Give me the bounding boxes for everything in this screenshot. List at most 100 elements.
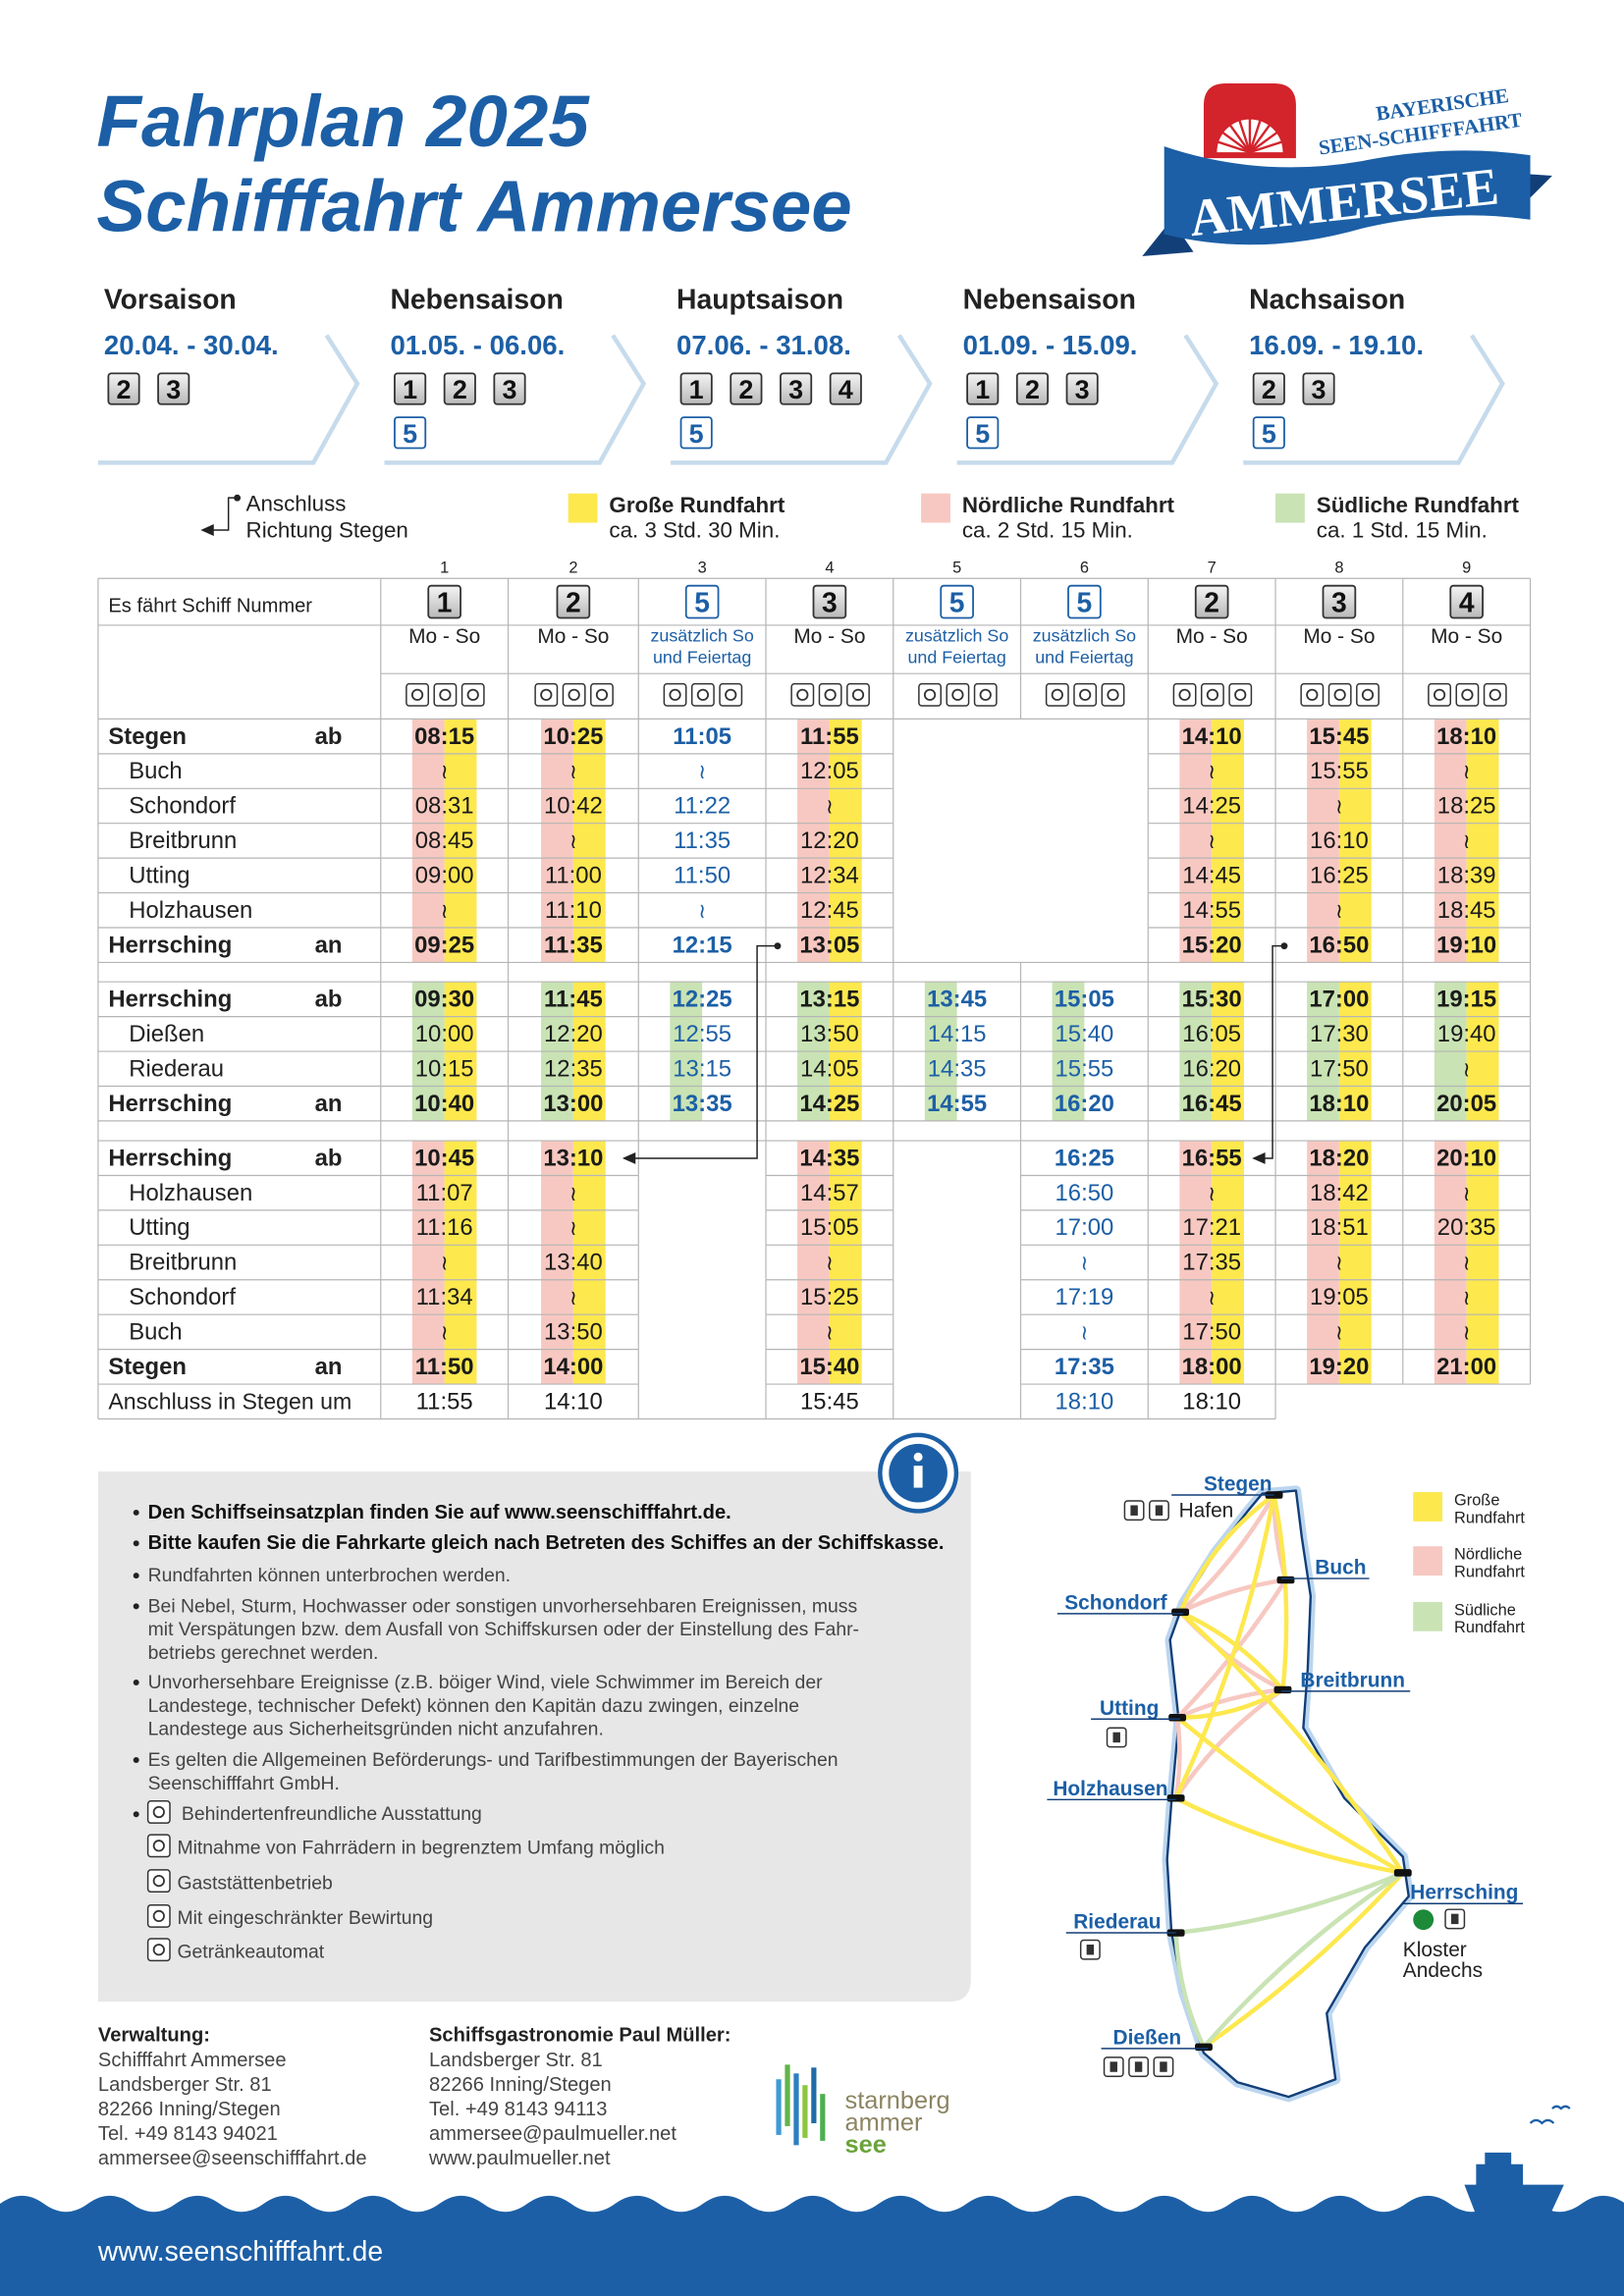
time: ≀: [1463, 760, 1471, 783]
direction: ab: [315, 723, 343, 750]
logo-ray: [1220, 131, 1251, 154]
season-ship: 5: [1262, 419, 1276, 449]
season-name: Vorsaison: [104, 285, 237, 316]
bullet: [133, 1509, 139, 1516]
legend-duration: ca. 3 Std. 30 Min.: [609, 517, 780, 542]
time: 15:20: [1182, 932, 1242, 958]
amenity-glyph: [1178, 688, 1191, 701]
time: ≀: [1463, 1182, 1471, 1205]
contact-line: 82266 Inning/Stegen: [429, 2074, 612, 2096]
table-ship-box: [812, 584, 847, 619]
contact-line: www.paulmueller.net: [428, 2148, 611, 2169]
tour-stripe: [1212, 1141, 1244, 1385]
time: ≀: [1463, 1321, 1471, 1345]
amenity-icon: [1455, 682, 1480, 707]
time: 18:42: [1310, 1180, 1369, 1206]
season-name: Nachsaison: [1249, 285, 1405, 316]
time: 13:50: [800, 1021, 859, 1047]
time: 16:25: [1310, 862, 1369, 888]
time: 13:40: [544, 1250, 603, 1276]
days: Mo - So: [793, 625, 865, 648]
column-number: 2: [568, 559, 577, 576]
time: 15:55: [1056, 1055, 1114, 1082]
direction: ab: [315, 1145, 343, 1171]
bullet: [133, 1679, 139, 1685]
season-ship: 2: [1025, 375, 1040, 404]
time: ≀: [1335, 1252, 1343, 1275]
season-ship-box: [966, 372, 1000, 405]
time: 14:25: [1182, 793, 1241, 820]
map-stop: Stegen: [1204, 1473, 1272, 1496]
tour-stripe: [1338, 1141, 1372, 1385]
season-dates: 07.06. - 31.08.: [677, 330, 851, 360]
brand-bar: [793, 2073, 799, 2146]
time: 15:45: [1309, 723, 1369, 750]
contact-line: ammersee@seenschifffahrt.de: [98, 2148, 367, 2169]
days: zusätzlich So: [905, 625, 1008, 645]
time: 20:10: [1436, 1145, 1496, 1171]
tour-stripe: [797, 1141, 830, 1385]
table-ship-box: [1322, 584, 1357, 619]
amenity-icon: [562, 682, 586, 707]
map-legend-text: Rundfahrt: [1454, 1509, 1525, 1526]
season-dates: 01.09. - 15.09.: [963, 330, 1138, 360]
time: 10:42: [544, 793, 603, 820]
time: 15:55: [1310, 758, 1369, 784]
map-icon-glyph: [1110, 2061, 1117, 2072]
table-ship-box: [556, 584, 591, 619]
amenity: Gaststättenbetrieb: [177, 1872, 332, 1894]
time: 16:45: [1182, 1091, 1242, 1117]
amenity: Mit eingeschränkter Bewirtung: [177, 1907, 433, 1929]
note: betriebs gerechnet werden.: [148, 1642, 379, 1664]
contact-line: Landsberger Str. 81: [98, 2074, 272, 2096]
time: 11:34: [416, 1284, 473, 1310]
legend-swatch: [568, 493, 598, 523]
time: 14:35: [799, 1145, 859, 1171]
footer-wave: [0, 2195, 1624, 2296]
legend-duration: ca. 1 Std. 15 Min.: [1317, 517, 1488, 542]
legend-swatch: [921, 493, 950, 523]
legend-text: Richtung Stegen: [246, 517, 408, 542]
time: 19:05: [1310, 1284, 1369, 1310]
time: 18:39: [1437, 862, 1496, 888]
time: 09:30: [414, 987, 474, 1013]
time: ≀: [441, 899, 449, 923]
season-ship-box: [107, 372, 140, 405]
time: 10:15: [415, 1055, 474, 1082]
time: 15:45: [800, 1388, 859, 1415]
time: 11:22: [674, 793, 731, 820]
time: 12:15: [673, 932, 732, 958]
season-chevron: [97, 334, 360, 465]
connection-arrow: [622, 1151, 636, 1164]
time: 09:25: [414, 932, 474, 958]
time: 15:30: [1182, 987, 1242, 1013]
days: Mo - So: [1303, 625, 1375, 648]
season-ship-box: [829, 372, 862, 405]
bullet: [133, 1573, 139, 1579]
table-ship: 5: [1077, 587, 1093, 618]
time: 11:10: [545, 897, 602, 924]
time: 11:50: [674, 862, 731, 888]
stop-name: Stegen: [108, 723, 187, 750]
season-ship: 1: [689, 375, 704, 404]
days: und Feiertag: [907, 648, 1005, 667]
time: 09:00: [415, 862, 474, 888]
time: 13:35: [673, 1091, 732, 1117]
time: 11:55: [416, 1388, 473, 1415]
route-line: [1201, 1870, 1406, 2050]
stop-marker: [1393, 1869, 1412, 1877]
time: 11:00: [545, 862, 602, 888]
time: 11:35: [544, 932, 603, 958]
time: 14:57: [800, 1180, 859, 1206]
column-number: 8: [1334, 559, 1343, 576]
time: 13:15: [799, 987, 859, 1013]
season-ship-box: [1015, 372, 1050, 405]
tour-stripe: [1212, 719, 1244, 963]
table-ship-box: [940, 584, 974, 619]
table-ship: 2: [566, 587, 581, 618]
note: Bei Nebel, Sturm, Hochwasser oder sonsti…: [148, 1595, 858, 1617]
amenity-icon: [946, 682, 970, 707]
days: Mo - So: [1176, 625, 1248, 648]
stop-name: Utting: [129, 862, 189, 888]
amenity-glyph: [1306, 688, 1319, 701]
